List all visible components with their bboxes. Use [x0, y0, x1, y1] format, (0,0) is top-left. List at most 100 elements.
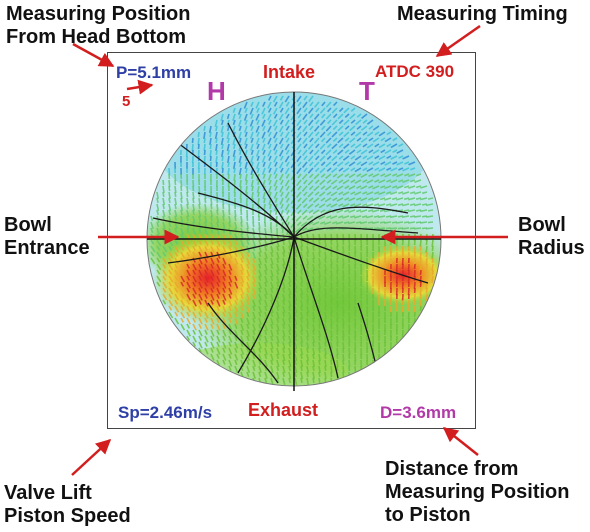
velocity-vector	[180, 317, 185, 323]
velocity-vector	[318, 215, 326, 220]
velocity-vector	[228, 275, 233, 283]
velocity-vector	[272, 119, 278, 127]
velocity-vector	[325, 137, 332, 144]
velocity-vector	[306, 371, 309, 378]
velocity-vector	[300, 275, 304, 284]
velocity-vector	[409, 191, 416, 195]
velocity-vector	[264, 371, 268, 379]
velocity-vector	[378, 131, 386, 137]
velocity-vector	[244, 143, 248, 150]
velocity-vector	[228, 281, 232, 287]
velocity-vector	[330, 245, 333, 254]
velocity-vector	[294, 323, 297, 330]
velocity-vector	[379, 221, 386, 224]
velocity-vector	[228, 221, 231, 228]
velocity-vector	[222, 317, 227, 325]
velocity-vector	[395, 221, 404, 224]
velocity-vector	[250, 125, 254, 131]
velocity-vector	[222, 359, 226, 365]
velocity-vector	[301, 173, 308, 180]
velocity-vector	[366, 143, 374, 149]
velocity-vector	[258, 239, 262, 246]
velocity-vector	[186, 185, 189, 194]
velocity-vector	[192, 275, 197, 283]
velocity-vector	[256, 107, 260, 113]
velocity-vector	[227, 173, 230, 180]
velocity-vector	[321, 113, 326, 119]
velocity-vector	[318, 239, 321, 246]
velocity-vector	[301, 185, 308, 192]
velocity-vector	[306, 341, 310, 350]
velocity-vector	[216, 317, 220, 323]
velocity-vector	[284, 143, 290, 151]
velocity-vector	[309, 161, 314, 167]
velocity-vector	[368, 125, 374, 130]
velocity-vector	[332, 113, 338, 119]
velocity-vector	[326, 215, 332, 219]
velocity-vector	[396, 161, 404, 166]
velocity-vector	[240, 287, 245, 295]
velocity-vector	[216, 347, 221, 355]
velocity-vector	[318, 257, 321, 266]
velocity-vector	[374, 155, 380, 160]
velocity-vector	[252, 239, 256, 247]
velocity-vector	[234, 227, 238, 234]
velocity-vector	[216, 203, 219, 212]
velocity-vector	[325, 101, 332, 108]
velocity-vector	[344, 161, 350, 166]
velocity-vector	[308, 119, 314, 126]
velocity-vector	[252, 281, 256, 287]
velocity-vector	[174, 275, 179, 281]
velocity-vector	[306, 323, 309, 330]
velocity-vector	[338, 107, 344, 113]
velocity-vector	[273, 137, 278, 143]
flow-field-svg	[146, 91, 442, 391]
velocity-vector	[258, 227, 261, 234]
velocity-vector	[332, 161, 338, 166]
velocity-vector	[168, 263, 174, 271]
velocity-vector	[348, 323, 351, 332]
velocity-vector	[356, 161, 362, 166]
velocity-vector	[273, 125, 278, 131]
velocity-vector	[240, 221, 243, 228]
velocity-vector	[307, 191, 314, 198]
velocity-vector	[324, 197, 332, 203]
velocity-vector	[348, 299, 351, 308]
velocity-vector	[252, 347, 256, 355]
velocity-vector	[331, 221, 338, 225]
arrow-distance	[442, 427, 479, 456]
velocity-vector	[210, 203, 213, 210]
velocity-vector	[324, 269, 327, 276]
velocity-vector	[300, 359, 304, 368]
velocity-vector	[297, 173, 302, 179]
velocity-vector	[342, 359, 345, 366]
velocity-vector	[294, 293, 298, 301]
velocity-vector	[392, 173, 398, 177]
velocity-vector	[180, 281, 185, 287]
arrow-valve-piston	[71, 438, 112, 476]
velocity-vector	[402, 155, 410, 160]
velocity-vector	[342, 347, 345, 354]
velocity-vector	[210, 257, 215, 265]
velocity-vector	[386, 191, 392, 195]
annotation-line: to Piston	[385, 504, 471, 526]
velocity-vector	[273, 131, 278, 139]
velocity-vector	[386, 155, 392, 160]
velocity-vector	[318, 317, 321, 326]
velocity-vector	[216, 287, 221, 295]
velocity-vector	[192, 245, 197, 251]
annotation-measuring-position: Measuring Position From Head Bottom	[6, 3, 190, 49]
velocity-vector	[325, 161, 332, 168]
velocity-vector	[300, 269, 303, 276]
velocity-vector	[215, 161, 218, 168]
velocity-vector	[251, 173, 254, 180]
velocity-vector	[379, 197, 386, 201]
velocity-vector	[342, 323, 345, 330]
velocity-vector	[245, 179, 248, 186]
velocity-vector	[330, 191, 338, 197]
velocity-vector	[419, 239, 422, 248]
velocity-vector	[204, 245, 208, 251]
velocity-vector	[294, 335, 297, 342]
velocity-vector	[306, 281, 310, 290]
velocity-vector	[294, 263, 297, 270]
